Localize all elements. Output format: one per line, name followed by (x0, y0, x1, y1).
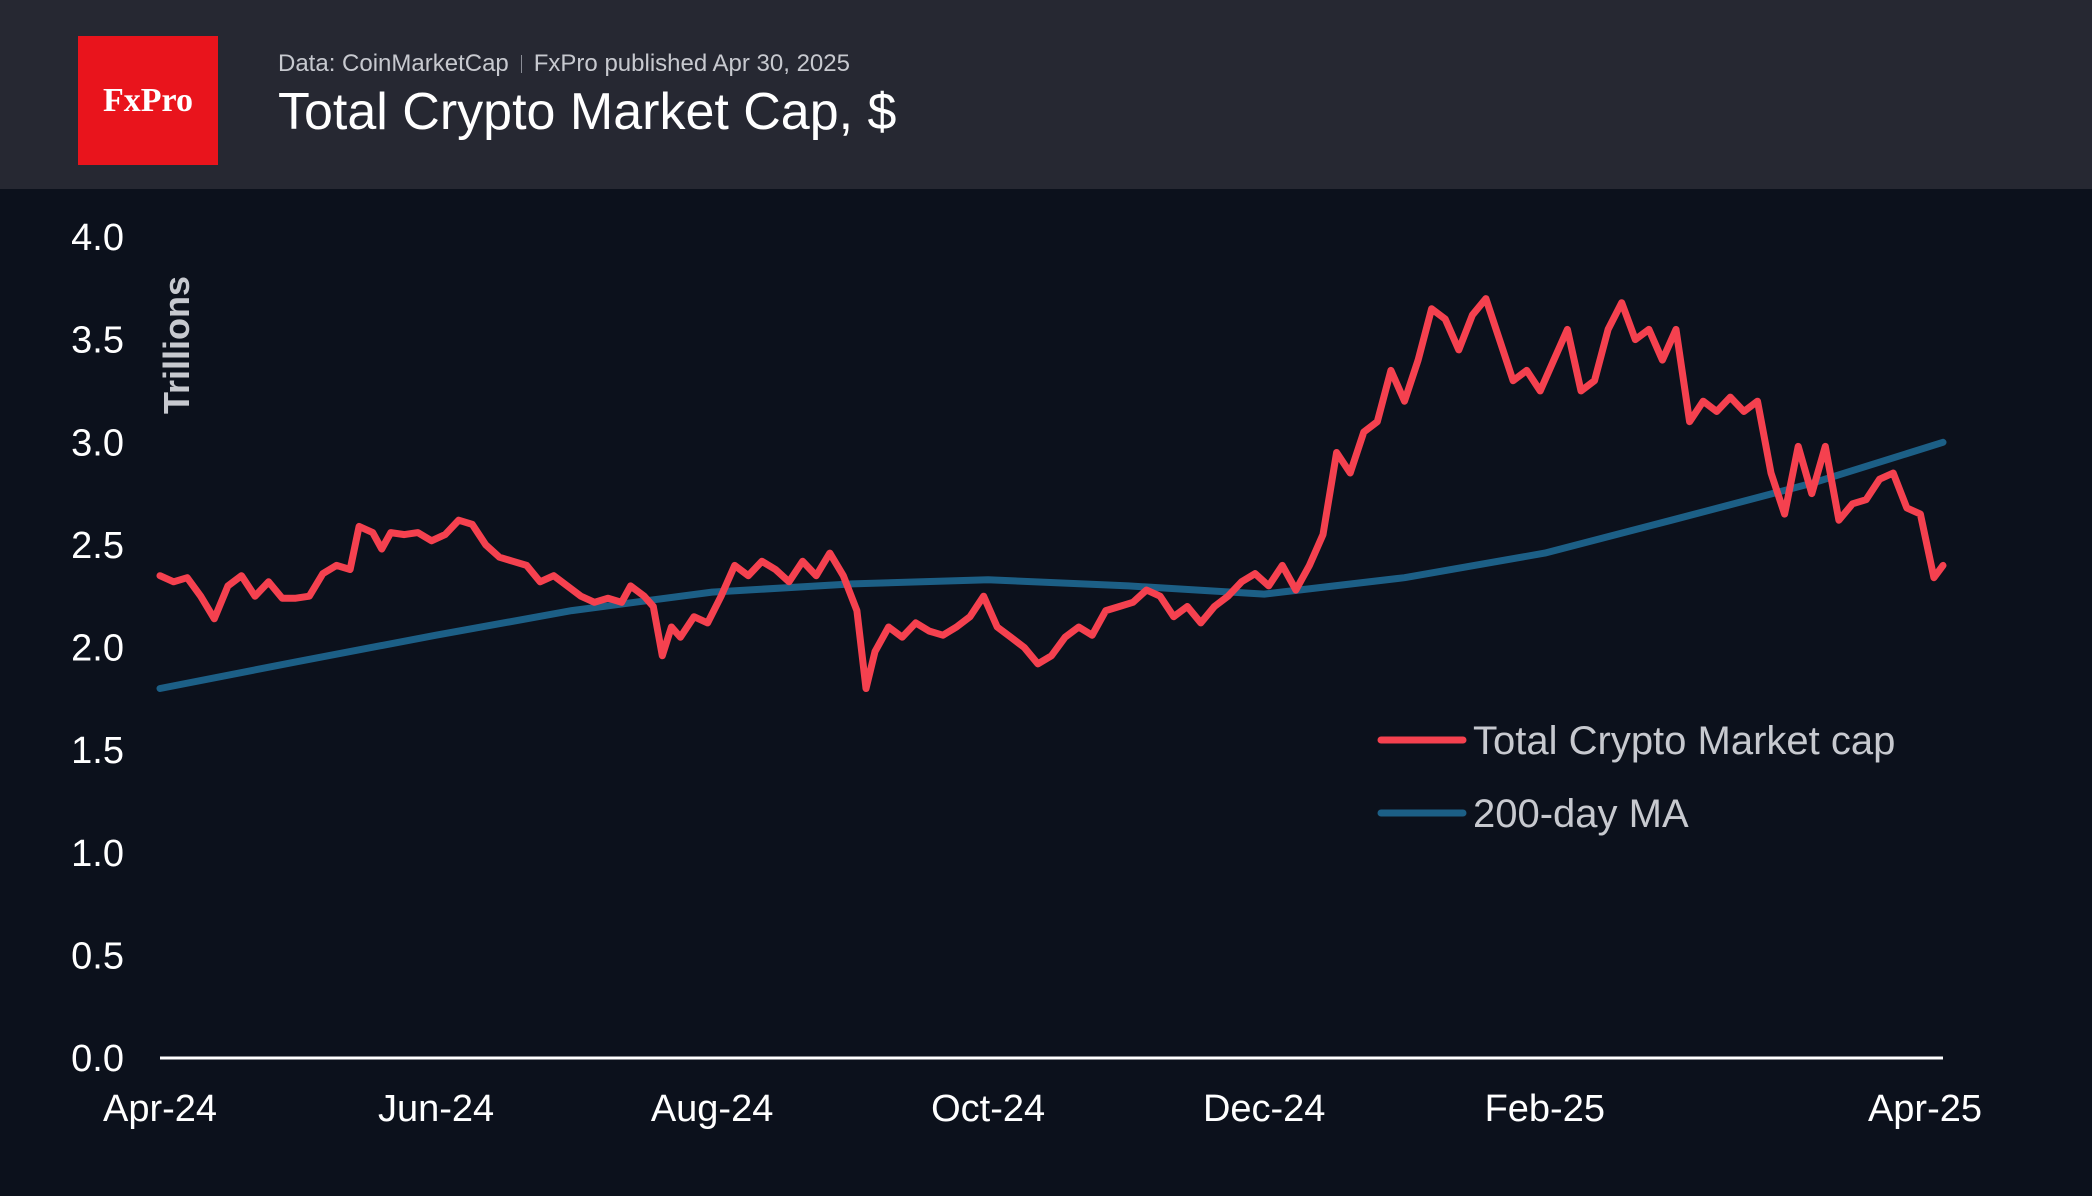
x-axis: Apr-24 Jun-24 Aug-24 Oct-24 Dec-24 Feb-25 Apr-… (103, 1088, 1982, 1130)
y-axis-label: Trillions (156, 276, 197, 414)
separator (520, 55, 522, 73)
fxpro-logo: FxPro (78, 36, 218, 165)
data-source: Data: CoinMarketCap (278, 50, 509, 77)
x-tick-label: Dec-24 (1203, 1088, 1326, 1130)
y-axis: 0.0 0.5 1.0 1.5 2.0 2.5 3.0 3.5 4.0 (71, 217, 124, 1080)
y-tick-label: 2.0 (71, 628, 124, 670)
market-cap-line (156, 295, 1947, 692)
published-date: FxPro published Apr 30, 2025 (533, 50, 850, 77)
x-tick-label: Feb-25 (1485, 1088, 1605, 1130)
y-tick-label: 1.5 (71, 730, 124, 772)
y-tick-label: 0.0 (71, 1038, 124, 1080)
x-tick-label: Jun-24 (378, 1088, 494, 1130)
source-line: Data: CoinMarketCap FxPro published Apr 3… (278, 50, 850, 78)
y-tick-label: 2.5 (71, 525, 124, 567)
legend-entry: Total Crypto Market cap (1473, 719, 1895, 763)
ma-200-line (156, 438, 1947, 692)
y-tick-label: 0.5 (71, 935, 124, 977)
x-tick-label: Apr-25 (1868, 1088, 1982, 1130)
y-tick-label: 3.5 (71, 320, 124, 362)
series-group (156, 295, 1947, 692)
chart-title: Total Crypto Market Cap, $ (278, 83, 897, 141)
header-bar: FxPro Data: CoinMarketCap FxPro published… (0, 0, 2092, 189)
logo-text: FxPro (102, 81, 193, 119)
x-tick-label: Aug-24 (651, 1088, 774, 1130)
y-tick-label: 3.0 (71, 422, 124, 464)
x-tick-label: Apr-24 (103, 1088, 217, 1130)
y-tick-label: 4.0 (71, 217, 124, 259)
legend: Total Crypto Market cap 200-day MA (1377, 719, 1895, 836)
x-tick-label: Oct-24 (931, 1088, 1045, 1130)
y-tick-label: 1.0 (71, 833, 124, 875)
legend-entry: 200-day MA (1473, 792, 1689, 836)
